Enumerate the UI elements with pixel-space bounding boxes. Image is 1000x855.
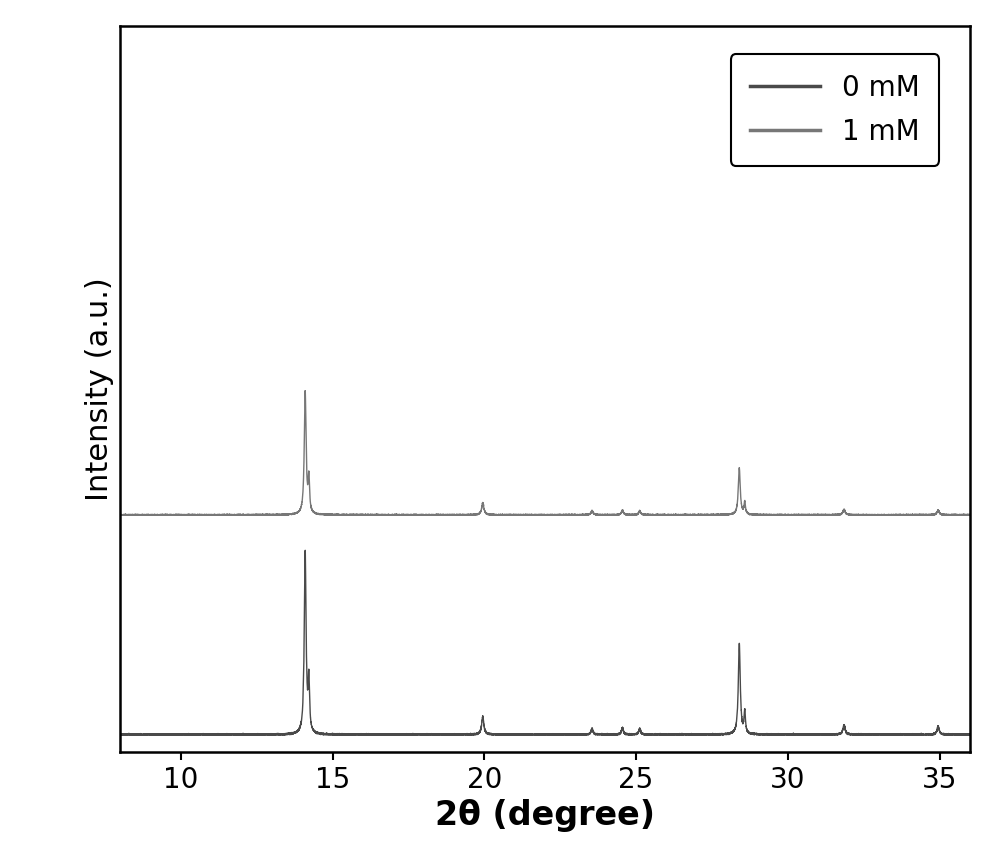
X-axis label: 2θ (degree): 2θ (degree) (435, 799, 655, 832)
Y-axis label: Intensity (a.u.): Intensity (a.u.) (85, 277, 114, 501)
Legend: 0 mM, 1 mM: 0 mM, 1 mM (731, 54, 939, 166)
